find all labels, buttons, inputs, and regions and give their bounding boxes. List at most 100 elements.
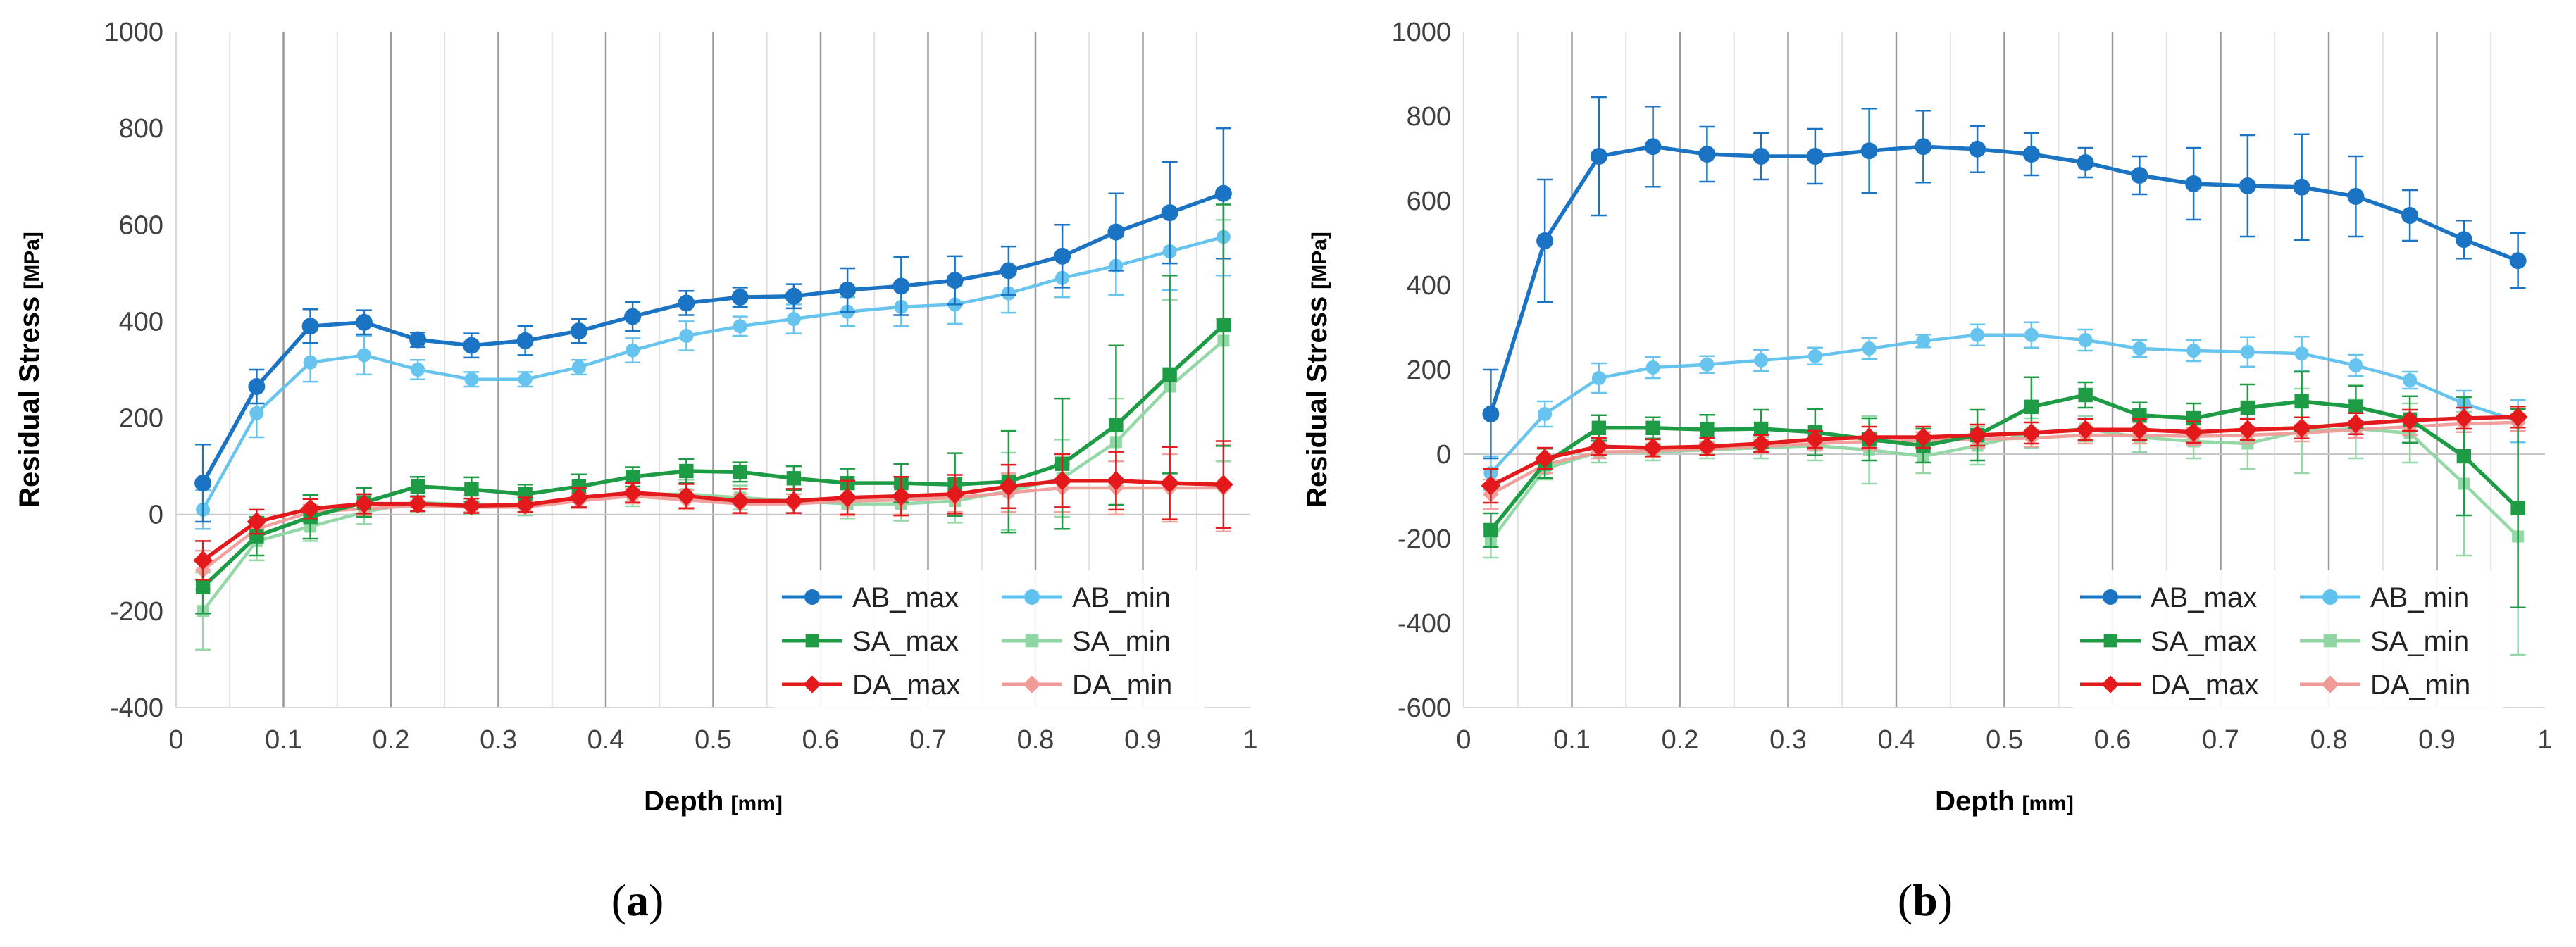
data-point xyxy=(1859,427,1879,447)
data-point xyxy=(1697,437,1717,456)
data-point xyxy=(249,529,264,544)
data-point xyxy=(2294,346,2309,361)
legend-item: SA_min xyxy=(1002,626,1171,657)
data-point xyxy=(1751,434,1771,453)
data-point xyxy=(733,319,747,334)
panel-caption: (b) xyxy=(1898,875,1953,925)
data-point xyxy=(195,579,211,594)
data-point xyxy=(571,479,587,494)
data-point xyxy=(2454,408,2474,428)
legend-label: AB_max xyxy=(2151,582,2257,613)
data-point xyxy=(1860,142,1878,160)
data-point xyxy=(464,482,479,497)
data-point xyxy=(624,308,642,325)
data-point xyxy=(409,331,427,349)
data-point xyxy=(408,494,428,514)
legend-label: SA_max xyxy=(852,626,959,657)
legend-label: AB_min xyxy=(2370,582,2469,613)
x-tick-label: 0.4 xyxy=(1878,725,1915,755)
data-point xyxy=(1162,367,1177,382)
data-point xyxy=(839,281,857,299)
data-point xyxy=(569,487,589,508)
y-axis-title-unit: [MPa] xyxy=(1308,232,1331,289)
data-point xyxy=(892,277,910,295)
chart-panel-b: -600 -400 -200 0 200 400 600 800 1000 0 0.1 0.2 0.3 0… xyxy=(1288,0,2575,947)
series-line xyxy=(1489,333,2519,475)
y-axis-title-main: Residual Stress xyxy=(14,296,45,508)
data-point xyxy=(1700,422,1715,437)
series-line xyxy=(1489,393,2520,532)
legend-marker xyxy=(1025,634,1039,648)
legend-item: AB_max xyxy=(2080,582,2257,613)
x-tick-label: 0.2 xyxy=(373,725,410,755)
x-axis-title-main: Depth xyxy=(1935,786,2015,817)
y-tick-label: 0 xyxy=(1436,440,1451,470)
x-tick-labels: 0 0.1 0.2 0.3 0.4 0.5 0.6 0.7 0.8 0.9 1 xyxy=(168,725,1257,755)
chart-a: -400 -200 0 200 400 600 800 1000 0 0.1 0.2 0.3 0.4 0.… xyxy=(14,18,1258,925)
caption-open: ( xyxy=(611,875,626,925)
data-point xyxy=(838,487,857,508)
data-point xyxy=(2240,344,2255,359)
data-point xyxy=(1481,476,1501,496)
data-point xyxy=(1214,475,1233,494)
x-tick-label: 0.8 xyxy=(1017,725,1054,755)
data-point xyxy=(2400,410,2420,430)
data-point xyxy=(1753,421,1769,437)
y-tick-label: 200 xyxy=(119,404,163,434)
data-point xyxy=(1214,184,1232,202)
y-tick-label: 0 xyxy=(149,501,163,530)
x-tick-label: 0.7 xyxy=(2202,725,2239,755)
legend-item: DA_max xyxy=(2080,670,2258,701)
x-tick-label: 0.3 xyxy=(1769,725,1807,755)
data-point xyxy=(623,483,642,503)
data-point xyxy=(1000,262,1017,280)
legend-label: SA_min xyxy=(1072,626,1171,657)
x-axis-title: Depth [mm] xyxy=(644,786,783,817)
data-point xyxy=(2348,399,2363,414)
y-tick-label: -400 xyxy=(110,694,163,723)
legend: AB_max AB_min SA_max SA_min DA_max DA_min xyxy=(775,570,1205,708)
legend-marker xyxy=(1023,675,1041,694)
data-point xyxy=(194,475,212,492)
y-tick-label: -600 xyxy=(1398,694,1451,723)
series-AB_max xyxy=(194,127,1232,523)
data-point xyxy=(2509,252,2527,270)
x-tick-label: 0.5 xyxy=(1986,725,2023,755)
data-point xyxy=(1753,148,1770,165)
data-point xyxy=(1536,232,1554,249)
series-DA_max xyxy=(193,440,1233,581)
data-point xyxy=(1698,146,1716,163)
caption-open: ( xyxy=(1898,875,1912,925)
data-point xyxy=(999,477,1019,496)
data-point xyxy=(2403,373,2418,387)
data-point xyxy=(301,318,319,335)
legend-label: DA_max xyxy=(2151,670,2258,701)
data-point xyxy=(2078,333,2093,347)
legend-label: DA_min xyxy=(1072,670,1172,701)
x-tick-label: 0.9 xyxy=(1124,725,1162,755)
data-point xyxy=(891,486,911,506)
y-tick-label: 200 xyxy=(1407,356,1451,385)
legend-marker xyxy=(2321,675,2339,694)
data-point xyxy=(2078,387,2093,403)
x-tick-label: 0.9 xyxy=(2418,725,2456,755)
data-point xyxy=(946,272,964,289)
data-point xyxy=(2456,449,2472,464)
data-point xyxy=(461,496,482,516)
data-point xyxy=(1109,418,1124,433)
legend-marker xyxy=(804,589,820,605)
data-point xyxy=(303,355,318,370)
data-point xyxy=(1538,407,1553,421)
x-tick-label: 0.5 xyxy=(695,725,732,755)
data-point xyxy=(464,372,479,387)
data-point xyxy=(354,494,374,514)
x-tick-label: 0.8 xyxy=(2310,725,2348,755)
data-point xyxy=(2186,344,2201,358)
series-AB_max xyxy=(1482,96,2527,460)
chart-panel-a: -400 -200 0 200 400 600 800 1000 0 0.1 0.2 0.3 0.4 0.… xyxy=(14,18,1258,925)
data-point xyxy=(945,484,965,504)
data-point xyxy=(1645,420,1660,435)
x-tick-label: 0 xyxy=(168,725,183,755)
data-point xyxy=(2132,341,2147,356)
